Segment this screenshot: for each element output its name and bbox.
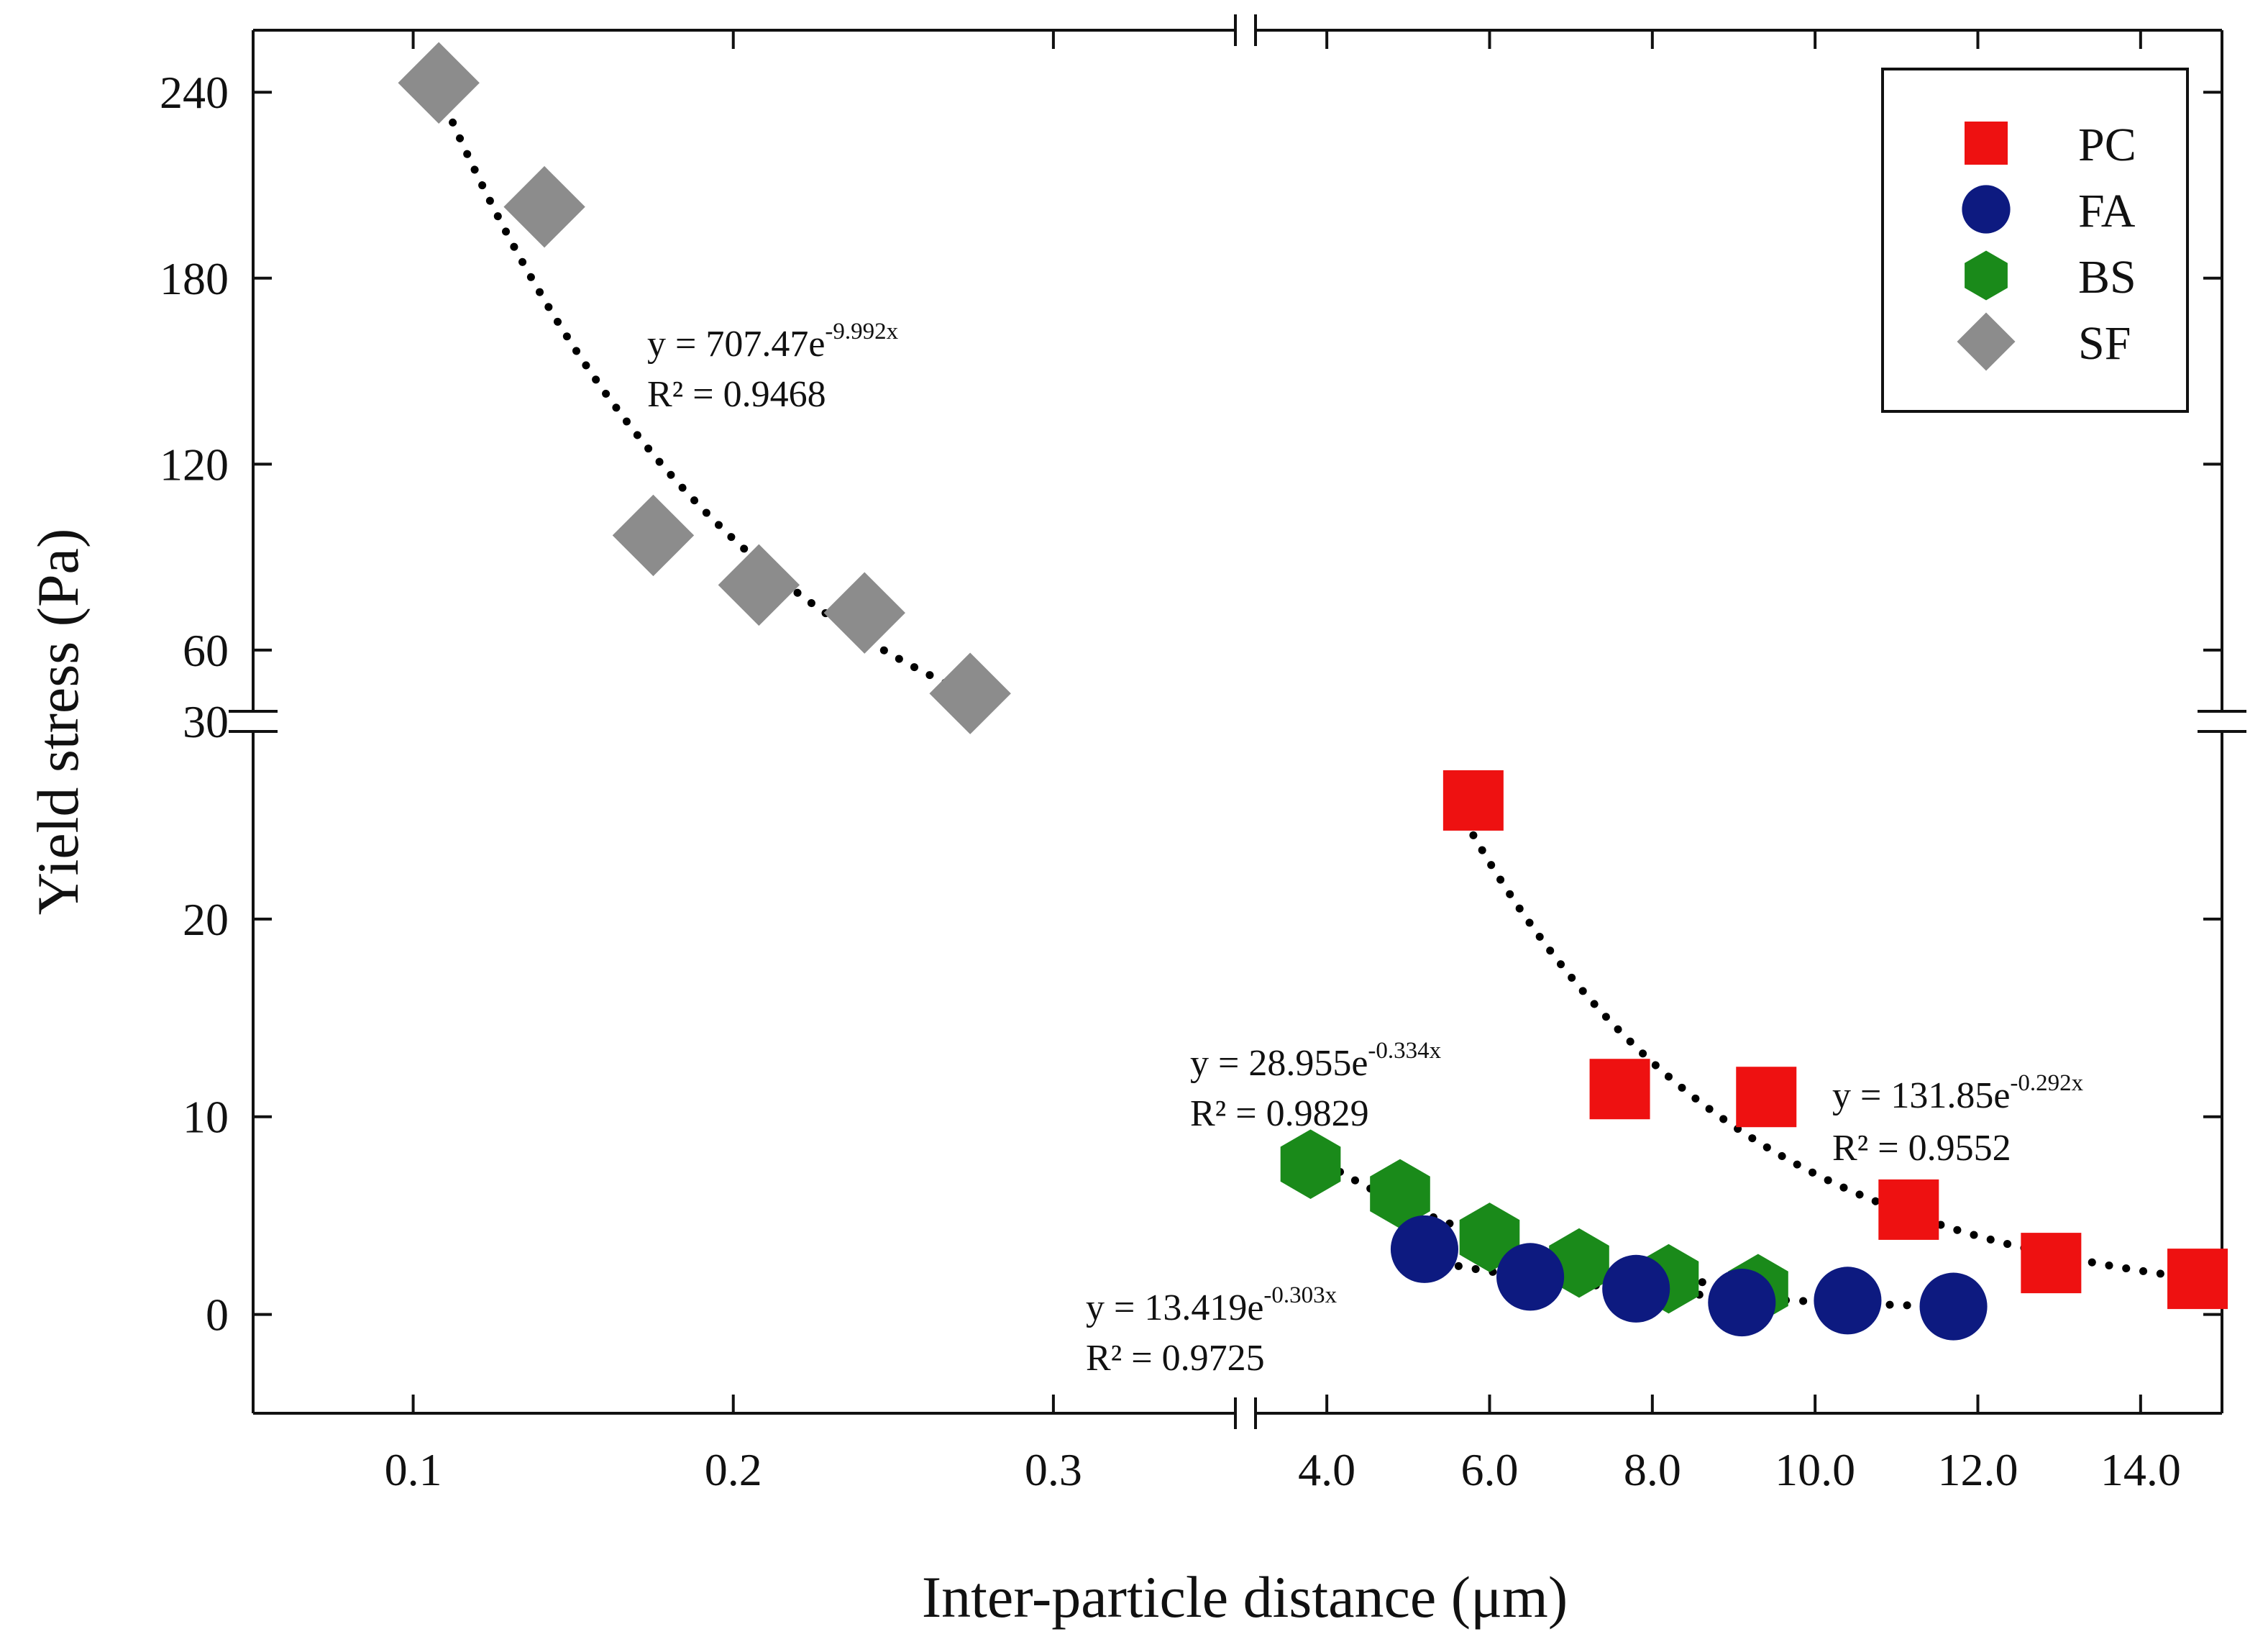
y-tick-label: 20 — [183, 894, 229, 945]
x-tick-label: 0.3 — [1025, 1444, 1082, 1495]
data-point-sf — [718, 544, 800, 626]
legend-marker-bs — [1965, 250, 2008, 301]
trend-line-sf — [434, 86, 974, 698]
trend-equation-fa: y = 13.419e-0.303x — [1086, 1282, 1338, 1328]
trend-equation-pc: y = 131.85e-0.292x — [1832, 1070, 2084, 1116]
x-axis-title: Inter-particle distance (μm) — [922, 1564, 1568, 1630]
data-point-bs — [1549, 1228, 1609, 1298]
x-tick-label: 0.2 — [705, 1444, 762, 1495]
data-points — [398, 42, 2228, 1341]
data-point-fa — [1390, 1215, 1459, 1283]
data-point-sf — [929, 652, 1011, 734]
data-point-pc — [1442, 770, 1504, 831]
y-tick-label: 0 — [206, 1290, 229, 1341]
y-tick-label: 30 — [183, 696, 229, 747]
data-point-pc — [2021, 1233, 2082, 1294]
legend-marker-fa — [1962, 185, 2011, 234]
x-tick-label: 10.0 — [1775, 1444, 1855, 1495]
plot-frame — [229, 14, 2246, 1429]
y-tick-label: 180 — [160, 253, 229, 304]
data-point-fa — [1708, 1269, 1776, 1337]
data-point-sf — [398, 42, 480, 124]
axis-titles: Inter-particle distance (μm) Yield stress… — [25, 529, 1568, 1630]
y-tick-label: 10 — [183, 1092, 229, 1143]
data-point-fa — [1602, 1254, 1670, 1323]
x-tick-label: 12.0 — [1938, 1444, 2018, 1495]
x-tick-label: 4.0 — [1298, 1444, 1355, 1495]
trend-r2-fa: R² = 0.9725 — [1086, 1338, 1265, 1379]
legend-marker-sf — [1957, 312, 2016, 371]
data-point-sf — [612, 494, 695, 577]
data-point-sf — [503, 165, 585, 248]
data-point-pc — [1589, 1059, 1650, 1120]
x-tick-label: 8.0 — [1624, 1444, 1681, 1495]
data-point-fa — [1814, 1267, 1882, 1335]
equation-exponent: -9.992x — [825, 319, 898, 345]
data-point-sf — [823, 572, 905, 654]
legend: PC FA BS SF — [1881, 68, 2189, 413]
legend-label-fa: FA — [2078, 185, 2136, 237]
trend-r2-sf: R² = 0.9468 — [647, 374, 826, 415]
data-point-pc — [1878, 1179, 1939, 1240]
equation-main: y = 13.419e — [1086, 1287, 1263, 1328]
trend-equation-sf: y = 707.47e-9.992x — [647, 319, 899, 365]
equation-exponent: -0.334x — [1368, 1038, 1441, 1064]
x-tick-label: 0.1 — [385, 1444, 442, 1495]
y-tick-label: 120 — [160, 439, 229, 490]
data-point-bs — [1370, 1159, 1430, 1229]
trend-line-pc — [1469, 831, 2202, 1283]
y-axis-title: Yield stress (Pa) — [25, 529, 91, 915]
equation-main: y = 28.955e — [1190, 1043, 1368, 1084]
axis-ticks: 0.1 0.2 0.3 4.0 6.0 8.0 10.0 12.0 14.0 0 10 20 30 60 1… — [160, 30, 2222, 1495]
equation-exponent: -0.303x — [1263, 1282, 1337, 1308]
legend-label-sf: SF — [2078, 317, 2131, 370]
legend-label-bs: BS — [2078, 251, 2136, 304]
equation-main: y = 131.85e — [1832, 1075, 2010, 1116]
y-tick-label: 240 — [160, 67, 229, 118]
data-point-fa — [1496, 1243, 1565, 1311]
legend-box — [1881, 68, 2189, 413]
trend-r2-bs: R² = 0.9829 — [1190, 1093, 1369, 1134]
data-point-pc — [2167, 1249, 2228, 1310]
trend-r2-pc: R² = 0.9552 — [1832, 1128, 2011, 1169]
legend-label-pc: PC — [2078, 119, 2136, 171]
trend-equation-bs: y = 28.955e-0.334x — [1190, 1038, 1442, 1084]
trend-equations: y = 131.85e-0.292x R² = 0.9552 y = 13.419e… — [647, 319, 2084, 1379]
legend-marker-pc — [1965, 122, 2008, 165]
x-tick-label: 6.0 — [1461, 1444, 1519, 1495]
x-tick-label: 14.0 — [2100, 1444, 2181, 1495]
y-tick-label: 60 — [183, 625, 229, 676]
data-point-fa — [1919, 1272, 1988, 1341]
data-point-pc — [1736, 1067, 1797, 1128]
equation-exponent: -0.292x — [2010, 1070, 2083, 1096]
data-point-bs — [1459, 1203, 1520, 1272]
equation-main: y = 707.47e — [647, 324, 825, 365]
data-point-bs — [1280, 1129, 1341, 1199]
